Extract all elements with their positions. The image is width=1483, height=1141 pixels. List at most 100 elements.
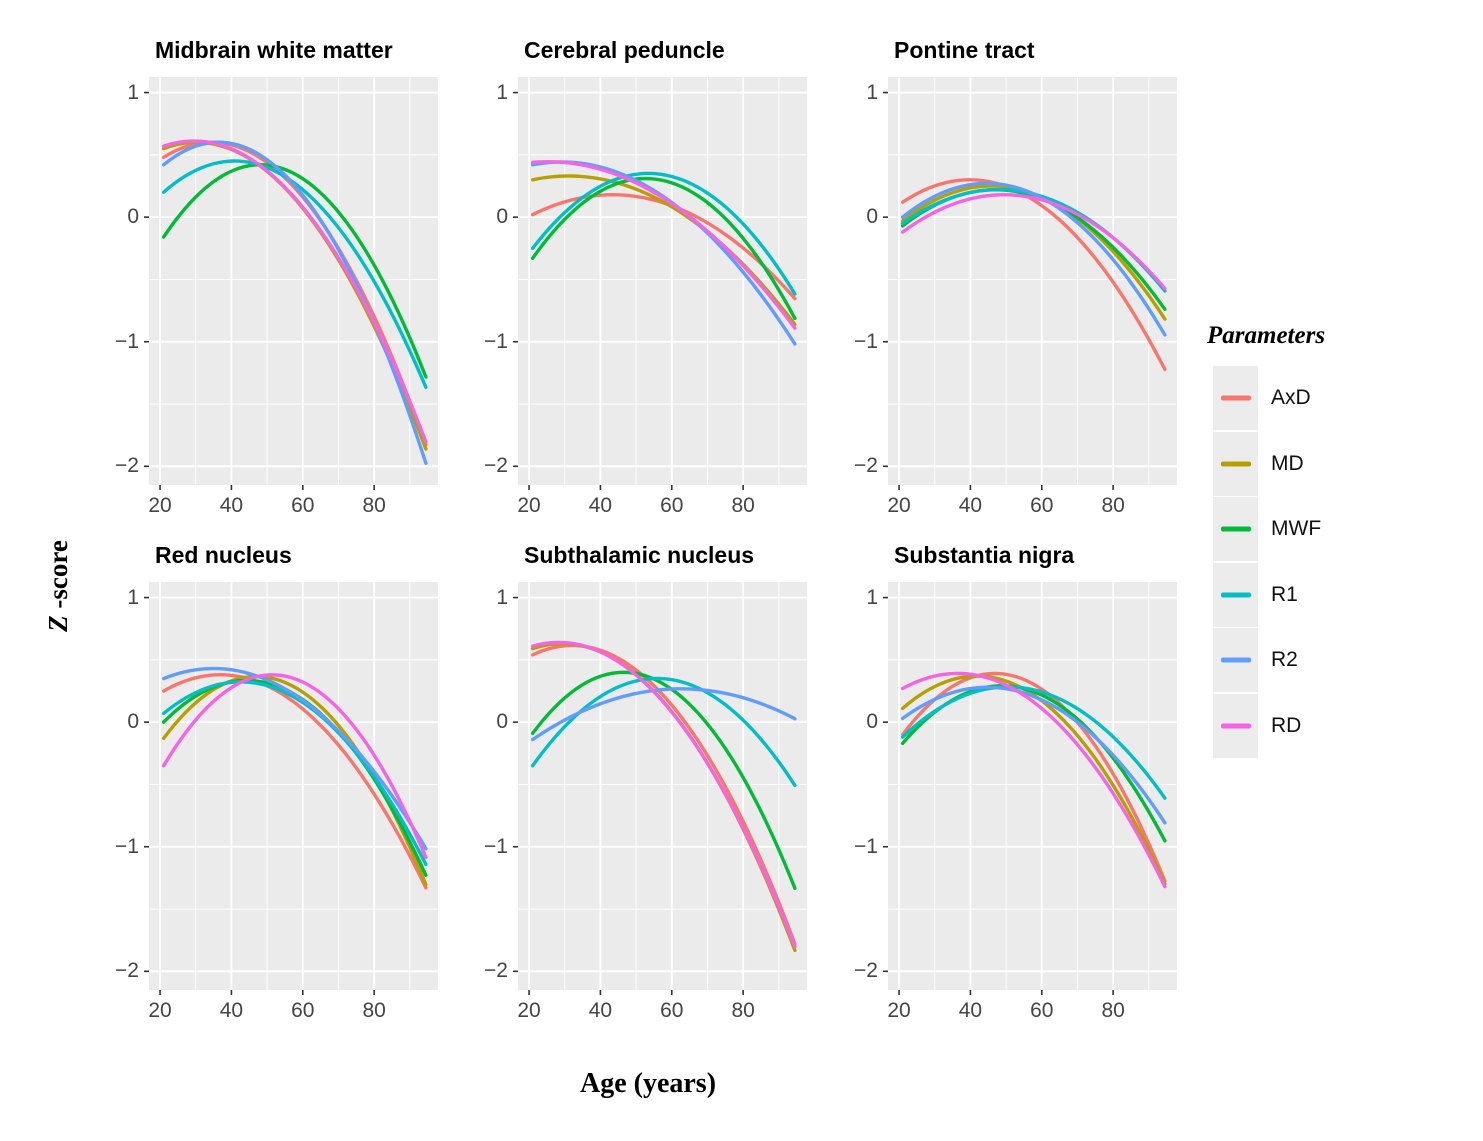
legend-key-axd <box>1213 366 1258 430</box>
curve-red-nucleus-rd <box>161 673 428 860</box>
y-tick-label: −2 <box>484 959 508 983</box>
curve-cerebral-peduncle-r1 <box>530 171 797 296</box>
panel-cerebral-peduncle <box>513 77 807 490</box>
legend-label-r2: R2 <box>1271 648 1298 672</box>
curve-pontine-tract-rd <box>900 193 1167 291</box>
legend-key-r2 <box>1213 628 1258 693</box>
curve-red-nucleus-axd <box>161 673 428 890</box>
panel-title-cerebral-peduncle: Cerebral peduncle <box>524 37 725 63</box>
x-tick-label: 60 <box>1030 999 1054 1022</box>
panel-midbrain-white-matter <box>144 77 438 490</box>
curve-subthalamic-nucleus-mwf <box>530 670 797 890</box>
panel-substantia-nigra <box>883 582 1177 995</box>
x-tick-label: 40 <box>958 494 983 517</box>
x-tick-label: 60 <box>660 494 684 517</box>
y-tick-label: 0 <box>866 205 878 229</box>
y-tick-label: −1 <box>115 834 139 858</box>
curve-substantia-nigra-r2 <box>900 685 1167 825</box>
legend-swatch-r1 <box>1221 592 1251 598</box>
y-tick-label: 0 <box>127 205 139 229</box>
panel-title-subthalamic-nucleus: Subthalamic nucleus <box>524 542 755 568</box>
panel-title-substantia-nigra: Substantia nigra <box>894 542 1075 568</box>
curve-substantia-nigra-rd <box>900 671 1167 889</box>
curve-substantia-nigra-axd <box>900 671 1167 883</box>
x-tick-label: 20 <box>148 494 172 517</box>
y-tick-label: −2 <box>484 454 508 478</box>
y-tick-label: −1 <box>115 329 139 353</box>
curve-midbrain-white-matter-rd <box>161 139 428 444</box>
x-tick-label: 60 <box>660 999 684 1022</box>
y-tick-label: −2 <box>854 454 878 478</box>
x-tick-label: 20 <box>887 999 911 1022</box>
x-tick-label: 20 <box>517 999 541 1022</box>
x-tick-label: 40 <box>219 999 244 1022</box>
x-tick-label: 80 <box>1101 999 1125 1022</box>
y-tick-label: −1 <box>854 834 878 858</box>
y-tick-label: −1 <box>484 834 508 858</box>
legend-label-rd: RD <box>1271 714 1302 737</box>
legend-label-r1: R1 <box>1271 582 1298 606</box>
y-tick-label: 1 <box>127 585 139 609</box>
y-tick-label: 1 <box>127 80 139 104</box>
x-tick-label: 40 <box>958 999 983 1022</box>
legend-label-axd: AxD <box>1271 386 1311 409</box>
x-tick-label: 80 <box>731 494 755 517</box>
curve-red-nucleus-r2 <box>161 666 428 851</box>
y-tick-label: 0 <box>866 710 878 734</box>
y-tick-label: −2 <box>115 454 139 478</box>
curve-pontine-tract-axd <box>900 178 1167 372</box>
y-tick-label: 1 <box>866 585 878 609</box>
x-tick-label: 40 <box>588 999 613 1022</box>
curve-red-nucleus-r1 <box>161 680 428 867</box>
legend-key-r1 <box>1213 562 1258 627</box>
curve-cerebral-peduncle-rd <box>530 160 797 330</box>
x-tick-label: 80 <box>362 494 386 517</box>
y-tick-label: −1 <box>854 329 878 353</box>
x-tick-label: 40 <box>588 494 613 517</box>
panel-title-red-nucleus: Red nucleus <box>155 542 292 568</box>
legend-label-mwf: MWF <box>1271 517 1322 541</box>
y-tick-label: 0 <box>496 710 508 734</box>
y-tick-label: −1 <box>484 329 508 353</box>
curve-midbrain-white-matter-mwf <box>161 163 428 379</box>
x-tick-label: 80 <box>1101 494 1125 517</box>
panel-pontine-tract <box>883 77 1177 490</box>
x-axis-title: Age (years) <box>579 1068 717 1099</box>
curve-pontine-tract-r2 <box>900 181 1167 337</box>
legend-key-md <box>1213 431 1258 496</box>
y-tick-label: 0 <box>127 710 139 734</box>
y-axis-title-z: Z <box>43 615 73 632</box>
panel-title-midbrain-white-matter: Midbrain white matter <box>155 37 393 63</box>
x-tick-label: 60 <box>291 999 315 1022</box>
x-tick-label: 80 <box>362 999 386 1022</box>
legend-label-md: MD <box>1271 451 1304 475</box>
legend-title: Parameters <box>1207 322 1326 349</box>
y-axis-title: Z -score <box>42 436 74 736</box>
x-tick-label: 60 <box>1030 494 1054 517</box>
legend-key-mwf <box>1213 497 1258 562</box>
y-tick-label: 1 <box>496 80 508 104</box>
legend-key-rd <box>1213 694 1258 758</box>
y-tick-label: 1 <box>496 585 508 609</box>
legend-swatch-md <box>1221 461 1251 467</box>
legend-swatch-r2 <box>1221 657 1251 663</box>
x-tick-label: 20 <box>887 494 911 517</box>
y-tick-label: −2 <box>115 959 139 983</box>
panel-red-nucleus <box>144 582 438 995</box>
curve-subthalamic-nucleus-rd <box>530 640 797 949</box>
panel-title-pontine-tract: Pontine tract <box>894 37 1035 63</box>
y-tick-label: −2 <box>854 959 878 983</box>
x-tick-label: 20 <box>517 494 541 517</box>
legend-swatch-rd <box>1221 723 1251 729</box>
y-tick-label: 0 <box>496 205 508 229</box>
y-axis-title-rest: -score <box>43 540 73 616</box>
x-tick-label: 40 <box>219 494 244 517</box>
curve-subthalamic-nucleus-r2 <box>530 687 797 742</box>
curve-substantia-nigra-r1 <box>900 685 1167 800</box>
x-tick-label: 20 <box>148 999 172 1022</box>
curve-cerebral-peduncle-mwf <box>530 176 797 321</box>
legend-swatch-mwf <box>1221 526 1251 532</box>
legend-swatch-axd <box>1221 395 1251 401</box>
x-tick-label: 60 <box>291 494 315 517</box>
